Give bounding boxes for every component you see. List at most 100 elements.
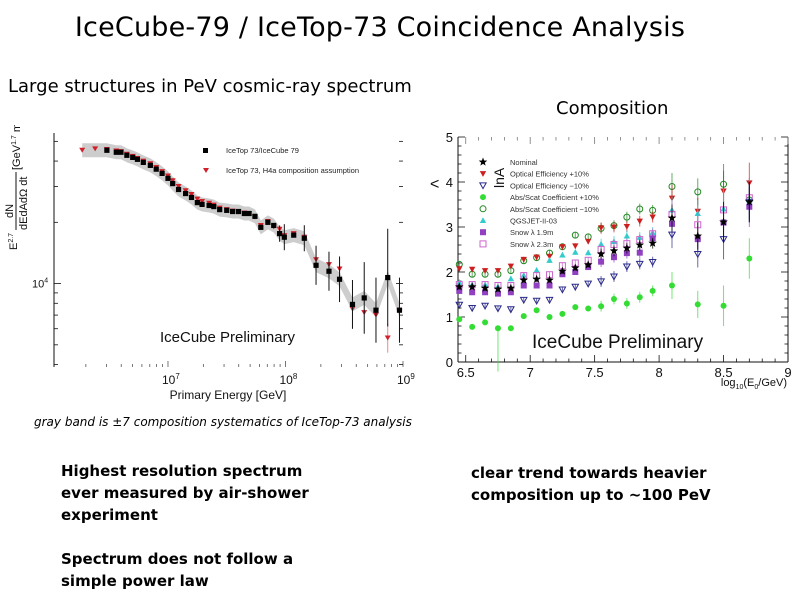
legend-marker [479,171,487,177]
optical-efficiency-10-point [507,263,515,270]
optical-efficiency-10-point [559,244,566,250]
optical-efficiency-10-point [584,238,592,245]
y-tick-label: 2 [446,265,453,280]
abs-scat-coefficient-10-point [533,307,540,314]
nominal-point [493,284,503,293]
icetop-icecube-point [159,170,165,176]
legend-label: QGSJET-II-03 [510,217,557,226]
legend-label: Snow λ 1.9m [510,228,553,237]
x-tick-label: 109 [397,372,415,387]
optical-efficiency-10-point [623,223,631,230]
icetop-icecube-point [104,147,110,153]
spectrum-chart: 107 108 109 104 IceTop 73/IceCube 79 IceTop… [4,125,415,402]
icetop-icecube-point [165,175,171,181]
h4a-point [384,335,391,341]
snow-1-9m-point [572,269,579,275]
qgsjet-ii-03-point [559,251,566,258]
svg-text:dEdAdΩ dt: dEdAdΩ dt [18,177,30,230]
y-tick-label: 3 [446,220,453,235]
qgsjet-ii-03-point [546,257,553,263]
icetop-icecube-point [188,194,195,201]
optical-efficiency-10-point [481,302,490,310]
x-tick-label: 7 [527,365,534,380]
composition-legend: Nominal Optical Efficiency +10% Optical Ef… [478,157,599,249]
optical-efficiency-10-point [693,250,702,259]
nominal-point [558,266,567,275]
icetop-icecube-point [361,295,367,301]
right-bullets: clear trend towards heavier composition … [471,462,741,506]
nominal-point [583,260,593,269]
nominal-point [506,283,516,292]
icetop-icecube-point [113,149,119,155]
h4a-point [79,147,86,153]
optical-efficiency-10-point [455,301,464,310]
qgsjet-ii-03-point [533,267,540,273]
snow-1-9m-point [533,282,540,289]
abs-scat-coefficient-10-point [649,287,656,294]
snow-1-9m-point [559,271,566,278]
icetop-icecube-point [252,213,258,219]
nominal-point [545,275,554,284]
qgsjet-ii-03-point [572,249,579,255]
nominal-point [719,217,728,226]
nominal-point [622,243,632,252]
nominal-point [519,275,529,284]
x-tick-label: 6.5 [457,365,475,380]
legend-marker [479,205,487,213]
legend-label: Optical Efficiency +10% [510,170,589,179]
icetop-icecube-point [147,162,153,168]
legend-marker [478,157,488,166]
legend-marker-icetop-icecube [203,148,208,153]
nominal-point [467,282,477,291]
nominal-point [667,213,677,222]
icetop-icecube-point [241,210,247,217]
x-tick-label: 8.5 [715,365,733,380]
icetop-icecube-point [194,200,200,206]
optical-efficiency-10-point [667,231,677,239]
icetop-icecube-point [230,208,236,215]
h4a-point [188,192,195,198]
legend-marker [478,182,488,190]
systematics-band-shape [82,143,400,318]
legend-label-icetop-icecube: IceTop 73/IceCube 79 [226,146,299,155]
h4a-point [194,196,201,202]
snow-1-9m-point [610,254,617,261]
icetop-icecube-point [396,307,403,313]
abs-scat-coefficient-10-point [559,310,566,317]
icetop-icecube-point [183,190,189,197]
qgsjet-ii-03-point [597,240,605,247]
abs-scat-coefficient-10-point [694,301,701,308]
nominal-point [455,282,464,291]
optical-efficiency-10-point [468,266,476,273]
spectrum-x-axis-label: Primary Energy [GeV] [170,388,287,402]
nominal-point [480,283,490,292]
qgsjet-ii-03-point [584,249,592,256]
spectrum-points [79,146,403,353]
optical-efficiency-10-point [506,306,515,314]
spectrum-annotation: IceCube Preliminary [160,329,296,346]
icetop-icecube-point [277,231,283,237]
x-tick-label: 7.5 [586,365,604,380]
abs-scat-coefficient-10-point [520,313,527,320]
optical-efficiency-10-point [649,214,656,221]
h4a-point [169,178,176,184]
svg-text:lnA: lnA [491,167,507,188]
icetop-icecube-point [336,276,343,282]
abs-scat-coefficient-10-point [694,188,702,196]
optical-efficiency-10-point [609,273,619,281]
spectrum-caption: gray band is ±7 composition systematics … [34,415,412,429]
left-bullet-1: Highest resolution spectrum ever measure… [61,462,309,524]
optical-efficiency-10-point [558,286,567,294]
svg-text:>: > [426,187,427,190]
optical-efficiency-10-point [610,224,618,231]
optical-efficiency-10-point [456,266,463,273]
snow-1-9m-point [494,290,501,297]
optical-efficiency-10-point [533,254,540,261]
optical-efficiency-10-point [571,283,580,292]
abs-scat-coefficient-10-point [585,305,592,312]
snow-1-9m-point [636,249,643,256]
icetop-icecube-point [130,154,136,160]
svg-text:<: < [430,176,439,193]
legend-label: Nominal [510,158,538,167]
icetop-icecube-point [140,159,146,166]
